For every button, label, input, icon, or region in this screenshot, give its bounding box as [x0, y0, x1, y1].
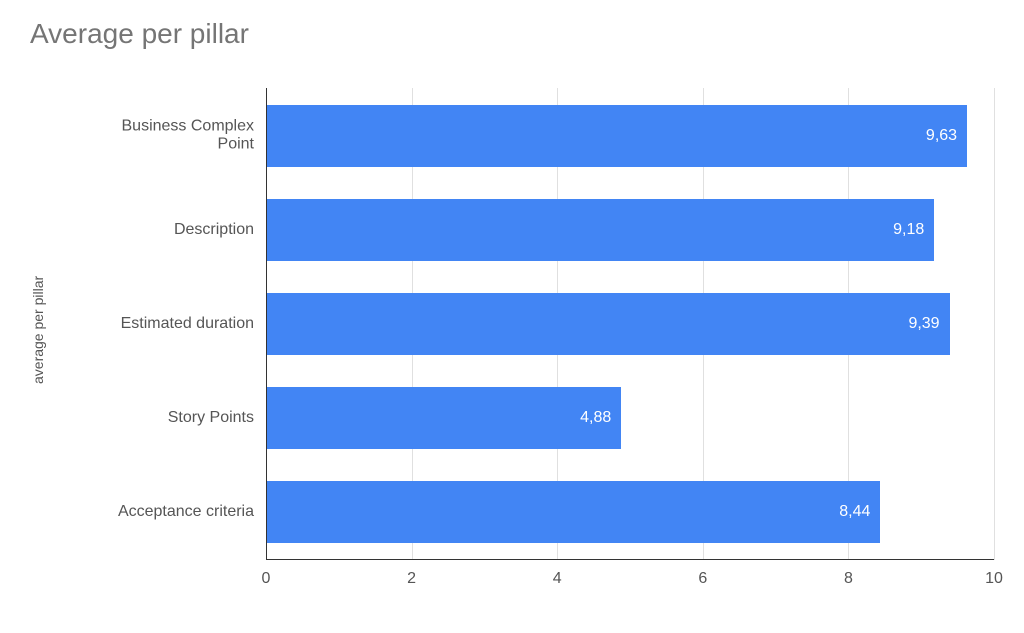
- x-tick-label: 6: [698, 570, 707, 588]
- x-tick-label: 8: [844, 570, 853, 588]
- y-tick-label: Acceptance criteria: [44, 503, 254, 521]
- bar: 8,44: [266, 481, 880, 543]
- bar-value-label: 4,88: [580, 409, 611, 427]
- x-tick-label: 4: [553, 570, 562, 588]
- x-tick-label: 0: [262, 570, 271, 588]
- x-tick-label: 2: [407, 570, 416, 588]
- bar-value-label: 9,18: [893, 221, 924, 239]
- grid-line: [994, 88, 995, 560]
- chart-title: Average per pillar: [30, 18, 249, 50]
- y-tick-label: Description: [44, 221, 254, 239]
- bar-value-label: 9,63: [926, 127, 957, 145]
- bar-value-label: 8,44: [839, 503, 870, 521]
- y-axis-line: [266, 88, 267, 560]
- x-axis-line: [266, 559, 994, 560]
- bar: 9,39: [266, 293, 950, 355]
- y-tick-label: Business Complex Point: [44, 118, 254, 155]
- y-tick-label: Estimated duration: [44, 315, 254, 333]
- plot-area: 9,63 9,18 9,39 4,88 8,44: [266, 88, 994, 560]
- x-tick-label: 10: [985, 570, 1003, 588]
- bar-value-label: 9,39: [908, 315, 939, 333]
- bar: 9,63: [266, 105, 967, 167]
- bar: 9,18: [266, 199, 934, 261]
- bar: 4,88: [266, 387, 621, 449]
- y-tick-label: Story Points: [44, 409, 254, 427]
- y-axis-title: average per pillar: [30, 276, 46, 384]
